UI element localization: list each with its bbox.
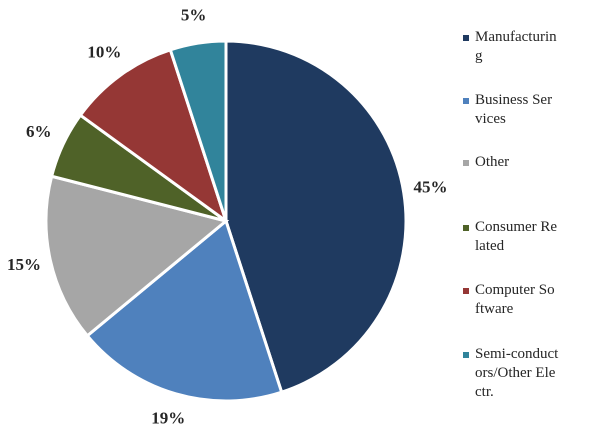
pie-area: 45% 19% 15% 6% 10% 5% bbox=[7, 5, 447, 425]
data-label: 15% bbox=[7, 255, 41, 274]
legend-swatch bbox=[463, 352, 469, 358]
legend-label: Business Services bbox=[475, 92, 553, 127]
legend-label: Manufacturing bbox=[475, 29, 557, 64]
legend-item: Manufacturing bbox=[463, 28, 567, 66]
legend-item: Business Services bbox=[463, 91, 567, 129]
legend-swatch bbox=[463, 225, 469, 231]
pie-slice bbox=[85, 218, 284, 403]
legend-label: Computer Software bbox=[475, 282, 555, 317]
pie-slice bbox=[78, 47, 229, 225]
data-label: 10% bbox=[87, 42, 121, 61]
legend-label: Consumer Related bbox=[475, 219, 558, 254]
pie-slice bbox=[44, 174, 230, 338]
data-label: 6% bbox=[26, 122, 52, 141]
legend-label: Other bbox=[475, 154, 510, 170]
legend-item: Computer Software bbox=[463, 281, 567, 319]
data-label: 45% bbox=[413, 178, 447, 197]
legend-swatch bbox=[463, 288, 469, 294]
pie-slice bbox=[168, 39, 228, 222]
legend-item: Consumer Related bbox=[463, 218, 567, 256]
legend-swatch bbox=[463, 98, 469, 104]
legend-swatch bbox=[463, 35, 469, 41]
legend-label: Semi-conductors/Other Electr. bbox=[475, 346, 559, 400]
legend-item: Other bbox=[463, 153, 567, 172]
data-label: 19% bbox=[151, 409, 185, 425]
data-label: 5% bbox=[181, 5, 207, 24]
pie-slice bbox=[224, 39, 408, 395]
legend-item: Semi-conductors/Other Electr. bbox=[463, 345, 567, 402]
legend-swatch bbox=[463, 160, 469, 166]
